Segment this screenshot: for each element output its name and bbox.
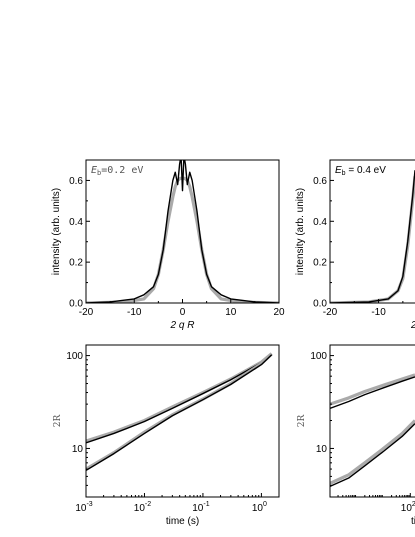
- panel-bottom-left: 10-3 10-2 10-1 100 10 100 time (s) 2R: [53, 344, 280, 527]
- x-tick-label: 0: [180, 307, 186, 318]
- x-axis-label: 2: [410, 320, 415, 331]
- series-line-0: [86, 176, 279, 303]
- series-line-1: [86, 353, 273, 444]
- series-line-1: [330, 170, 415, 303]
- y-tick-label: 100: [310, 351, 327, 362]
- y-tick-label: 0.0: [313, 299, 327, 310]
- y-axis-label: 2R: [53, 415, 63, 428]
- y-tick-label: 0.2: [69, 258, 83, 269]
- y-tick-label: 0.4: [313, 217, 327, 228]
- y-axis-label: 2R: [297, 415, 307, 428]
- y-tick-label: 10: [316, 444, 328, 455]
- series-line-0: [86, 352, 273, 443]
- axes-frame: [329, 159, 415, 304]
- series-group: [330, 373, 415, 488]
- y-tick-label: 100: [66, 351, 83, 362]
- series-line-2: [330, 419, 415, 485]
- x-tick-label: -10: [127, 307, 142, 318]
- y-axis-label: intensity (arb. units): [295, 188, 306, 275]
- series-line-0: [330, 373, 415, 406]
- series-group: [330, 170, 415, 303]
- x-tick-label: 100: [252, 501, 267, 514]
- y-tick-label: 10: [72, 444, 84, 455]
- series-line-0: [330, 176, 415, 303]
- x-tick-label: -10: [371, 307, 386, 318]
- series-line-3: [330, 423, 415, 488]
- y-tick-label: 0.2: [313, 258, 327, 269]
- y-tick-label: 0.4: [69, 217, 83, 228]
- x-axis-label: time (s): [166, 516, 199, 527]
- x-axis-label: time: [411, 516, 415, 527]
- series-group: [86, 160, 279, 303]
- x-tick-label: 10-1: [192, 501, 209, 514]
- x-axis-label: 2 q R: [170, 320, 195, 331]
- x-tick-label: 102: [401, 501, 415, 514]
- panel-bottom-right: 102 10 100 time 2R: [297, 344, 415, 527]
- y-axis-label: intensity (arb. units): [51, 188, 62, 275]
- x-tick-label: 10-3: [75, 501, 92, 514]
- panel-top-right: -20 -10 0.0 0.2 0.4 0.6 2 intensity (arb. units…: [295, 159, 415, 331]
- annotation: Eb=0.2 eV: [91, 165, 143, 177]
- x-tick-label: 20: [273, 307, 285, 318]
- x-tick-label: -20: [323, 307, 338, 318]
- y-tick-label: 0.0: [69, 299, 83, 310]
- panel-top-left: -20 -10 0 10 20 0.0 0.2 0.4 0.6 2 q R intensity (a…: [51, 159, 285, 331]
- series-line-1: [330, 376, 415, 410]
- axes-frame: [329, 344, 415, 498]
- axes-frame: [85, 344, 280, 498]
- x-tick-label: 10: [225, 307, 237, 318]
- x-tick-label: -20: [79, 307, 94, 318]
- y-tick-label: 0.6: [69, 176, 83, 187]
- series-group: [86, 352, 273, 472]
- x-tick-label: 10-2: [134, 501, 151, 514]
- series-line-1: [86, 160, 279, 303]
- y-tick-label: 0.6: [313, 176, 327, 187]
- annotation: Eb = 0.4 eV: [335, 165, 386, 177]
- series-line-3: [86, 354, 273, 472]
